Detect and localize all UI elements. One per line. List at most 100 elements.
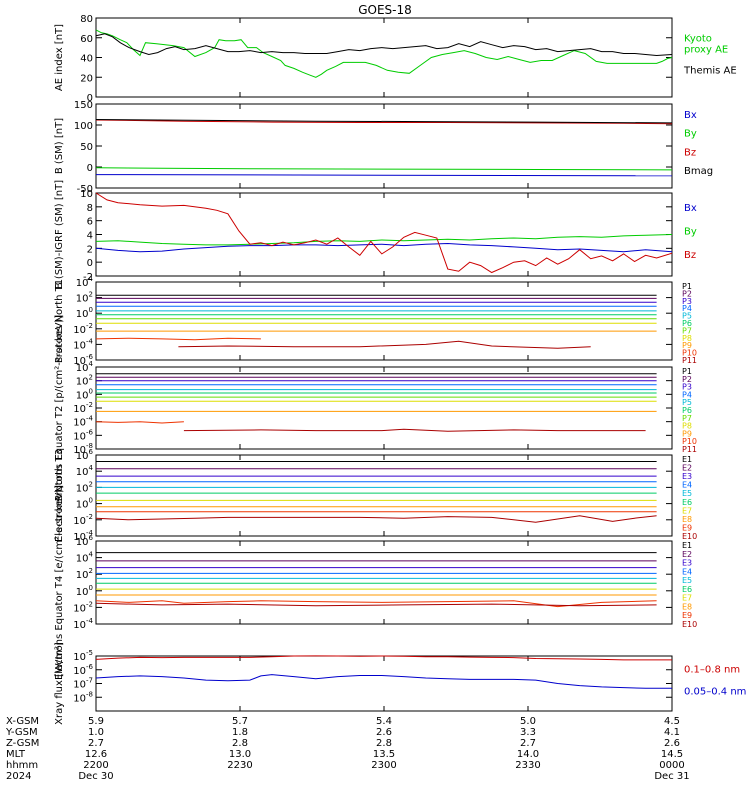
channel-label-e4: E4: [682, 567, 692, 576]
series-line-bz: [95, 119, 673, 125]
channel-label-p3: P3: [682, 297, 692, 306]
channel-label-p5: P5: [682, 398, 692, 407]
y-tick-label: 0: [87, 93, 93, 104]
channel-label-e10: E10: [682, 532, 697, 541]
y-tick-label: 10-6: [73, 663, 93, 677]
ephemeris-x-gsm: 5.7: [232, 716, 248, 727]
y-tick-label: 10-8: [73, 690, 93, 704]
y-tick-label: 0: [87, 163, 93, 174]
series-line-e10: [95, 602, 657, 607]
y-tick-label: 6: [87, 217, 93, 228]
panel-8: 10-810-710-610-5 Xray flux [W/m²] 0.1–0.8 …: [54, 642, 746, 725]
date-label: Dec 31: [654, 771, 689, 782]
ephemeris-mlt: 12.6: [85, 749, 107, 760]
panel-6: 10-4 10-2 100 102 104 106 Electrons North T3 E1…: [54, 448, 697, 543]
y-tick-label: 100: [76, 497, 93, 511]
channel-label-p2: P2: [682, 289, 692, 298]
channel-label-e9: E9: [682, 523, 692, 532]
channel-label-p5: P5: [682, 312, 692, 321]
ephemeris-y-gsm: 1.0: [88, 727, 104, 738]
y-tick-label: 100: [74, 121, 93, 132]
series-line-by: [95, 234, 673, 246]
legend-label: Bz: [684, 250, 696, 261]
y-tick-label: 8: [87, 203, 93, 214]
y-axis-label: Electrons Equator T4 [e/(cm²-s-sr-keV)]: [54, 485, 65, 680]
y-axis-label: B (SM) [nT]: [54, 118, 65, 174]
ephemeris-mlt: 13.0: [229, 749, 251, 760]
row-label-mlt: MLT: [6, 749, 26, 760]
channel-label-p11: P11: [682, 445, 697, 454]
y-tick-label: 60: [80, 34, 93, 45]
y-tick-label: 104: [76, 551, 94, 565]
panel-7: 10-4 10-2 100 102 104 106 Electrons Equator T4…: [54, 485, 697, 680]
time-axis-footer: X-GSM Y-GSM Z-GSM MLT hhmm 2024 5.91.02.…: [5, 716, 690, 782]
ephemeris-y-gsm: 1.8: [232, 727, 248, 738]
channel-label-e1: E1: [682, 455, 692, 464]
row-label-year: 2024: [6, 771, 31, 782]
y-axis-label: Xray flux [W/m²]: [54, 642, 65, 725]
channel-label-e8: E8: [682, 515, 692, 524]
y-tick-label: -2: [83, 272, 93, 283]
y-tick-label: 102: [76, 480, 93, 494]
y-tick-label: 10-2: [73, 401, 93, 415]
y-tick-label: 10-6: [73, 353, 93, 367]
channel-label-e3: E3: [682, 559, 692, 568]
y-tick-label: 104: [76, 275, 94, 289]
row-label-z-gsm: Z-GSM: [6, 738, 39, 749]
y-tick-label: 10-7: [73, 677, 93, 691]
series-line-p11: [178, 340, 591, 349]
channel-label-p8: P8: [682, 334, 692, 343]
y-tick-label: 150: [74, 100, 93, 111]
channel-label-p10: P10: [682, 349, 697, 358]
time-tick-label: 0000: [659, 760, 684, 771]
y-tick-label: 102: [76, 374, 93, 388]
y-tick-label: 106: [76, 534, 94, 548]
channel-label-p9: P9: [682, 341, 692, 350]
series-line-themis-ae: [95, 33, 673, 57]
y-tick-label: 102: [76, 291, 93, 305]
panel-frame: [95, 540, 673, 625]
panel-3: -2 0 2 4 6 8 10 B (SM)-IGRF (SM) [nT] Bx By Bz: [54, 180, 697, 289]
y-axis-label: Protons Equator T2 [p/(cm²-s-sr-keV)]: [54, 315, 65, 502]
ephemeris-y-gsm: 2.6: [376, 727, 392, 738]
row-label-x-gsm: X-GSM: [6, 716, 39, 727]
series-line-kyoto-proxy-ae: [95, 29, 673, 78]
y-tick-label: 0: [87, 258, 93, 269]
panel-frame: [95, 655, 673, 712]
time-tick-label: 2230: [227, 760, 252, 771]
panel-frame: [95, 281, 673, 361]
channel-label-e8: E8: [682, 602, 692, 611]
y-tick-label: 106: [76, 448, 94, 462]
y-tick-label: 10-4: [73, 337, 93, 351]
legend-label: Bx: [684, 110, 697, 121]
ephemeris-y-gsm: 3.3: [520, 727, 536, 738]
series-line-p10: [95, 421, 184, 424]
channel-label-p6: P6: [682, 319, 692, 328]
series-line-bx: [95, 242, 673, 253]
panel-frame: [95, 366, 673, 450]
y-tick-label: 2: [87, 244, 93, 255]
channel-label-e7: E7: [682, 506, 692, 515]
panel-2: -50 0 50 100 150 B (SM) [nT] Bx By Bz Bmag: [54, 100, 713, 195]
channel-label-p1: P1: [682, 367, 692, 376]
series-line-p11: [183, 428, 646, 432]
channel-label-e9: E9: [682, 611, 692, 620]
channel-label-p9: P9: [682, 429, 692, 438]
y-axis-label: Electrons North T3: [54, 449, 65, 542]
y-tick-label: 10-4: [73, 529, 93, 543]
y-tick-label: -50: [77, 184, 93, 195]
channel-label-p4: P4: [682, 390, 692, 399]
y-tick-label: 10-4: [73, 617, 93, 631]
date-label: Dec 30: [78, 771, 113, 782]
legend-label: By: [684, 129, 697, 140]
y-tick-label: 10-2: [73, 322, 93, 336]
y-tick-label: 10-5: [73, 649, 93, 663]
channel-label-p6: P6: [682, 406, 692, 415]
channel-label-e6: E6: [682, 498, 692, 507]
legend-label: Themis AE: [683, 65, 737, 76]
channel-label-e7: E7: [682, 594, 692, 603]
